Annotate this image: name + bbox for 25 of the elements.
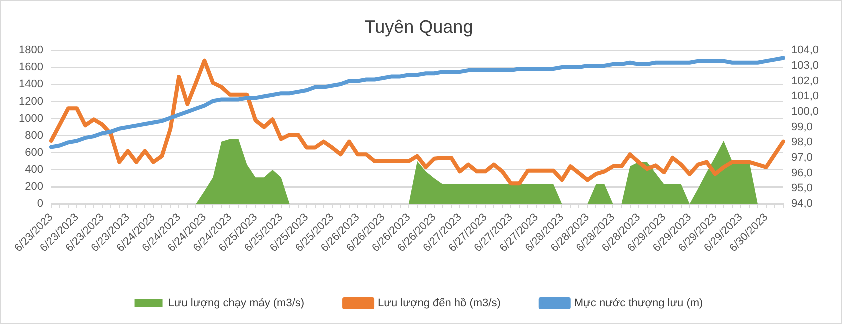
legend-label: Lưu lượng chạy máy (m3/s) [168,298,305,310]
chart-title: Tuyên Quang [364,16,474,37]
y-tick-label: 1400 [18,78,44,91]
y2-tick-label: 96,0 [791,167,813,180]
y2-tick-label: 95,0 [791,182,813,195]
legend-label: Lưu lượng đến hồ (m3/s) [378,298,501,310]
y-tick-label: 1200 [18,96,44,108]
y-tick-label: 800 [25,130,44,142]
y2-tick-label: 98,0 [791,136,813,149]
y2-tick-label: 101,0 [791,90,820,103]
y-tick-label: 400 [25,164,44,176]
y2-tick-label: 99,0 [791,121,813,134]
y2-tick-label: 100,0 [791,106,820,118]
y-tick-label: 1000 [18,112,44,125]
y-tick-label: 200 [25,181,44,194]
y2-tick-label: 97,0 [791,152,813,164]
y-tick-label: 1800 [18,44,44,57]
y2-tick-label: 94,0 [791,198,813,210]
y-tick-label: 600 [25,146,44,159]
y2-tick-label: 102,0 [791,75,820,88]
y2-tick-label: 103,0 [791,60,820,72]
y2-tick-label: 104,0 [791,44,820,57]
y-tick-label: 0 [37,198,44,210]
legend-label: Mực nước thượng lưu (m) [574,298,704,310]
y-tick-label: 1600 [18,62,44,74]
